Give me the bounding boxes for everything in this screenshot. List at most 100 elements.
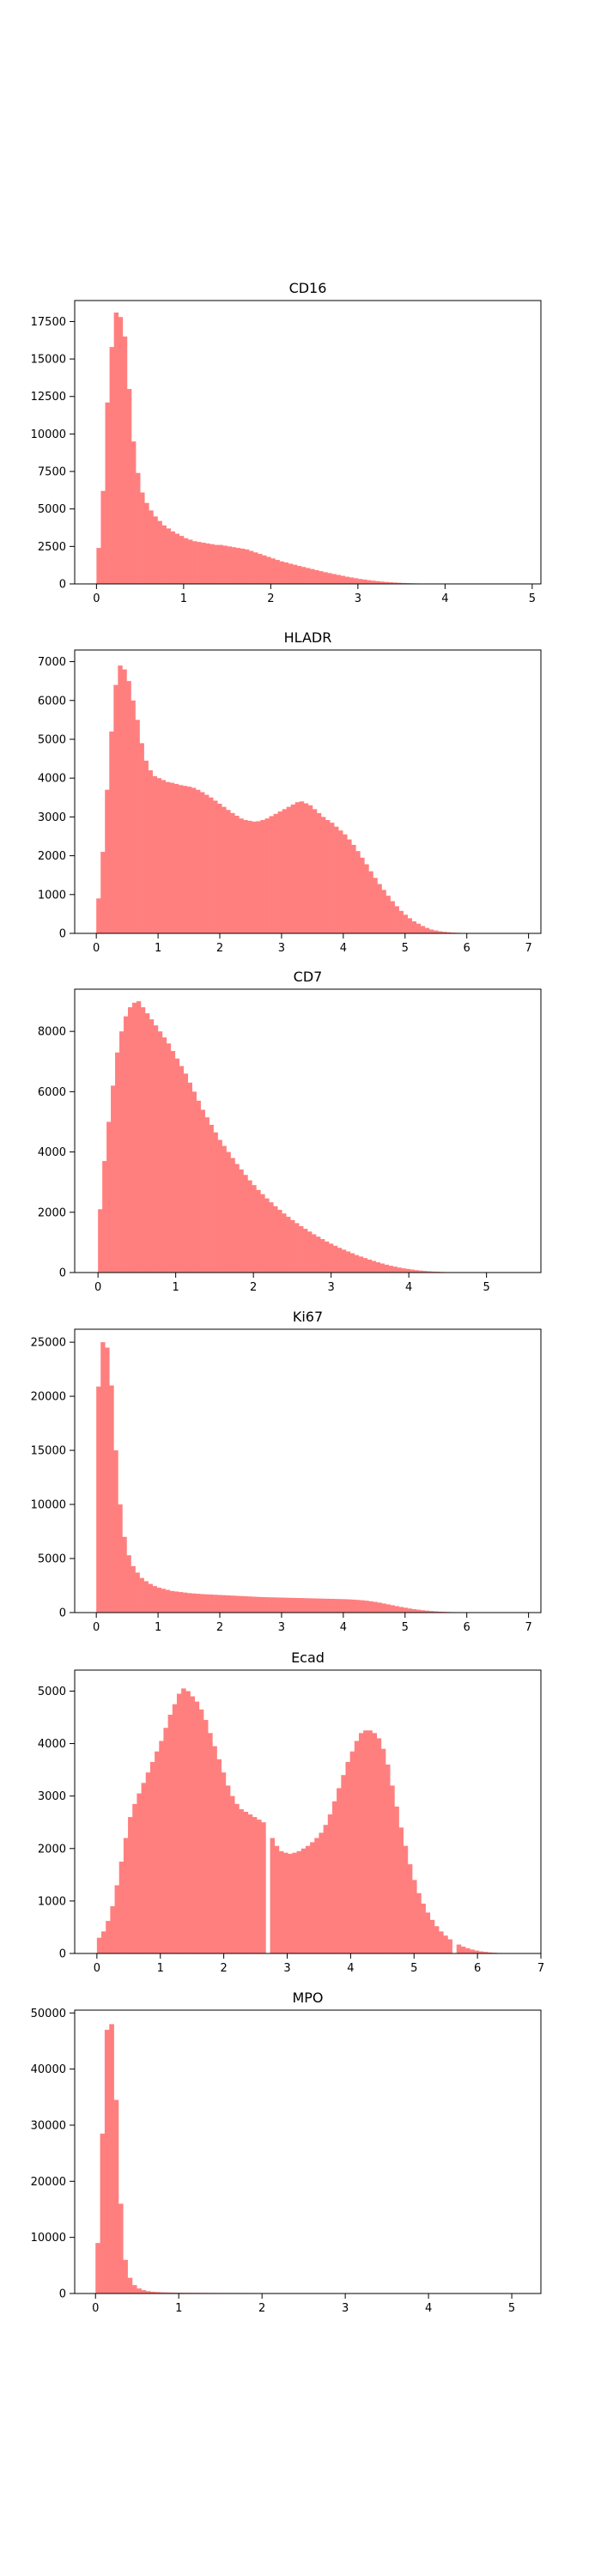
histogram-bar [403,914,408,933]
y-tick-label: 0 [59,1267,66,1280]
histogram-bar [230,1795,235,1953]
y-tick-label: 0 [59,928,66,941]
histogram-bar [376,1738,382,1953]
histogram-bar [269,816,274,933]
histogram-bar [371,580,376,584]
histogram-bar [294,802,300,933]
histogram-bar [96,548,101,584]
histogram-bar [161,780,167,933]
histogram-bar [174,1058,180,1273]
histogram-bar [118,1504,123,1613]
histogram-bar [128,1817,133,1953]
histogram-bar [209,1124,214,1273]
histogram-bar [152,775,157,933]
histogram-bar [173,783,179,933]
histogram-bar [332,1245,338,1273]
chart-title: MPO [292,1990,323,2006]
histogram-bar [141,1783,147,1953]
x-tick-label: 5 [402,1621,409,1634]
histogram-bar [355,1600,361,1613]
histogram-bar [144,502,149,584]
histogram-bar [390,901,395,933]
histogram-bar [470,1949,475,1953]
y-tick-label: 20000 [31,2176,66,2189]
histogram-bar [145,1772,151,1953]
histogram-bar [379,581,385,584]
y-tick-label: 40000 [31,2063,66,2076]
histogram-bar [478,1951,484,1953]
histogram-bar [205,543,210,584]
histogram-bar [234,1595,240,1613]
histogram-bar [198,1709,204,1953]
x-tick-label: 0 [94,1281,101,1294]
x-tick-label: 2 [216,942,223,955]
histogram-bar [222,1145,227,1273]
histogram-bar [323,572,328,584]
histogram-bar [143,1581,149,1613]
histogram-bar [132,1803,137,1953]
histogram-bar [169,782,175,933]
histogram-bar [165,1589,171,1613]
histogram-bar [260,1596,265,1613]
histogram-bar [156,778,162,933]
histogram-bar [385,1765,391,1953]
histogram-bar [139,743,144,933]
histogram-bar [327,573,332,584]
histogram-bar [428,929,434,933]
histogram-bar [277,811,282,933]
histogram-bar [312,1234,317,1273]
histogram-bar [153,1025,159,1273]
histogram-bar [397,1267,402,1273]
histogram-bar [384,581,389,584]
histogram-bar [355,851,361,933]
histogram-bar [273,1597,278,1613]
histogram-bar [161,525,167,584]
chart-title: CD16 [289,280,327,296]
histogram-bar [405,1268,410,1273]
histogram-bar [243,1595,248,1613]
histogram-bar [126,681,131,933]
x-tick-label: 6 [464,942,470,955]
histogram-bar [424,927,430,933]
histogram-bar [394,1806,399,1953]
y-tick-label: 2000 [38,850,66,863]
histogram-bar [294,1598,300,1613]
histogram-bar [343,834,348,933]
histogram-bar [170,1050,176,1273]
histogram-bar [230,1157,235,1273]
histogram-bar [136,472,141,584]
y-tick-label: 5000 [38,503,66,516]
y-tick-label: 30000 [31,2119,66,2132]
histogram-bar [441,932,447,933]
histogram-bar [124,1016,129,1273]
y-tick-label: 8000 [38,1026,66,1039]
histogram-bar [122,336,128,584]
histogram-bar [328,1243,334,1273]
histogram-bar [299,1225,304,1273]
histogram-bar [257,1820,262,1953]
histogram-bar [247,1596,252,1613]
histogram-bar [403,1845,409,1953]
histogram-bar [209,1594,214,1613]
histogram-bar [341,1775,346,1953]
histogram-bar [227,546,233,584]
histogram-bar [439,1931,444,1953]
histogram-bar [191,1593,197,1613]
histogram-bar [347,1599,352,1613]
histogram-bar [149,510,154,584]
histogram-bar [286,806,292,933]
histogram-bar [307,805,313,933]
histogram-bar [156,1588,162,1613]
histogram-bar [100,490,106,584]
histogram-bar [422,1271,428,1273]
histogram-bar [314,1838,319,1953]
histogram-bar [367,580,372,584]
chart-title: Ecad [291,1649,325,1666]
x-tick-label: 0 [92,2302,99,2315]
histogram-bar [113,312,119,584]
histogram-bar [104,2029,110,2293]
y-tick-label: 0 [59,1607,66,1620]
x-tick-label: 6 [474,1962,481,1975]
histogram-bar [367,1730,373,1953]
histogram-bar [303,803,309,933]
